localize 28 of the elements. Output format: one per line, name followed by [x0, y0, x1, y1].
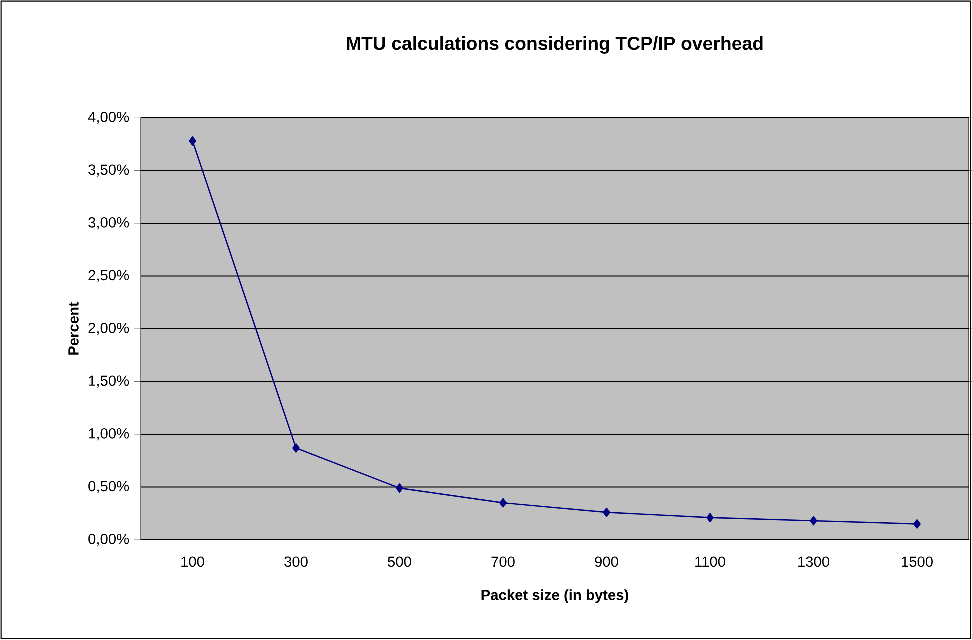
- x-tick-label: 900: [595, 556, 618, 568]
- x-axis-title: Packet size (in bytes): [482, 590, 628, 604]
- point: [914, 520, 921, 529]
- point: [706, 513, 714, 523]
- y-tick-label: 2,00%: [88, 322, 130, 336]
- y-tick-label: 4,00%: [88, 112, 130, 124]
- point: [603, 508, 610, 518]
- y-tick-label: 2,50%: [88, 270, 130, 282]
- chart-title: MTU calculations considering TCP/IP overhead: [347, 36, 763, 54]
- x-tick-label: 500: [388, 556, 412, 568]
- point: [500, 498, 507, 508]
- x-tick-label: 1100: [696, 556, 726, 568]
- y-tick-label: 3,00%: [88, 217, 130, 230]
- y-tick-label: 1,00%: [89, 428, 130, 441]
- point: [189, 136, 196, 146]
- y-axis-title: Percent: [68, 302, 79, 355]
- y-tick-label: 1,50%: [89, 376, 130, 388]
- x-tick-label: 300: [284, 556, 308, 568]
- x-tick-label: 100: [182, 556, 204, 568]
- x-tick-label: 700: [492, 556, 515, 568]
- y-tick-label: 0,50%: [88, 481, 130, 494]
- x-tick-label: 1300: [798, 556, 830, 568]
- point: [396, 484, 404, 493]
- y-tick-label: 3,50%: [88, 164, 130, 177]
- x-tick-label: 1500: [902, 556, 933, 568]
- point: [810, 516, 818, 526]
- y-tick-label: 0,00%: [88, 534, 130, 546]
- point: [292, 444, 300, 453]
